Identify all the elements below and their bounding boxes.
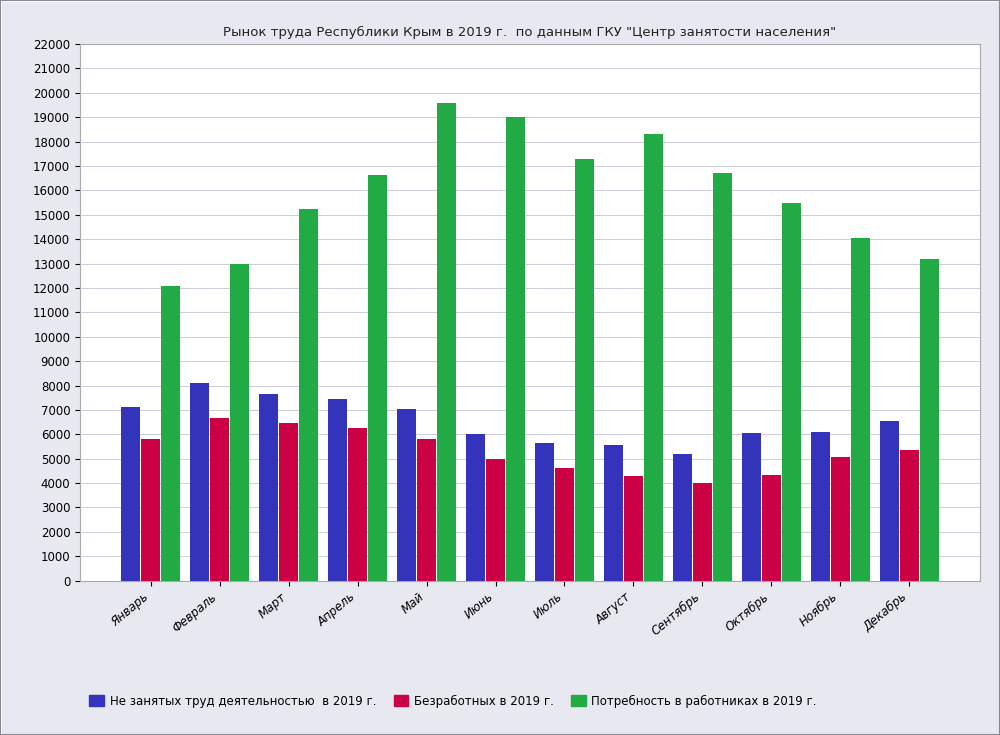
Bar xyxy=(210,418,229,581)
Bar xyxy=(437,103,456,581)
Bar xyxy=(604,445,623,581)
Bar xyxy=(713,173,732,581)
Bar xyxy=(506,118,525,581)
Bar xyxy=(417,440,436,581)
Bar xyxy=(624,476,643,581)
Bar xyxy=(673,453,692,581)
Legend: Не занятых труд деятельностью  в 2019 г., Безработных в 2019 г., Потребность в р: Не занятых труд деятельностью в 2019 г.,… xyxy=(86,691,820,711)
Bar xyxy=(742,433,761,581)
Bar xyxy=(328,399,347,581)
Bar xyxy=(397,409,416,581)
Bar xyxy=(121,407,140,581)
Bar xyxy=(693,483,712,581)
Title: Рынок труда Республики Крым в 2019 г.  по данным ГКУ "Центр занятости населения": Рынок труда Республики Крым в 2019 г. по… xyxy=(223,26,837,39)
Bar xyxy=(900,450,919,581)
Bar xyxy=(486,459,505,581)
Bar xyxy=(811,432,830,581)
Bar xyxy=(535,443,554,581)
Bar xyxy=(348,429,367,581)
Bar xyxy=(851,238,870,581)
Bar xyxy=(782,203,801,581)
Bar xyxy=(161,286,180,581)
Bar xyxy=(880,421,899,581)
Bar xyxy=(259,394,278,581)
Bar xyxy=(230,264,249,581)
Bar xyxy=(575,159,594,581)
Bar xyxy=(141,440,160,581)
Bar xyxy=(368,175,387,581)
Bar xyxy=(299,209,318,581)
Bar xyxy=(279,423,298,581)
Bar xyxy=(190,383,209,581)
Bar xyxy=(831,457,850,581)
Bar xyxy=(920,259,939,581)
Bar xyxy=(555,468,574,581)
Bar xyxy=(762,475,781,581)
Bar xyxy=(466,434,485,581)
Bar xyxy=(644,135,663,581)
